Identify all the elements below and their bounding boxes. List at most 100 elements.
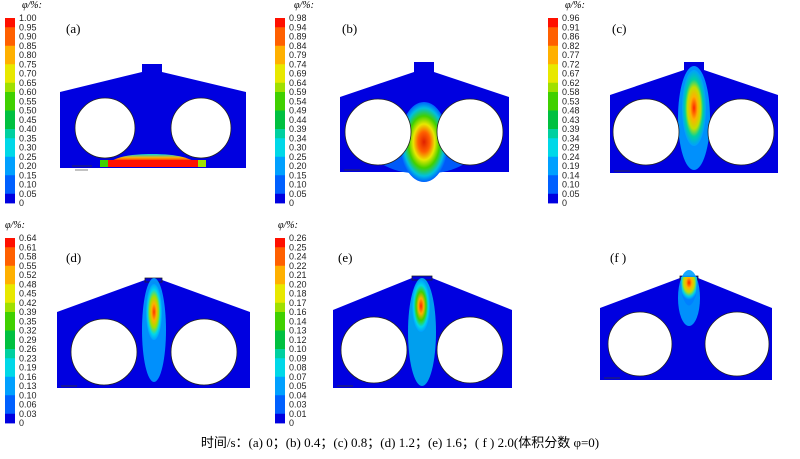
colorbar-tick-label: 0.25 (289, 242, 307, 252)
colorbar-segment (275, 184, 285, 195)
colorbar-segment (5, 119, 15, 130)
colorbar-tick-label: 0.12 (289, 335, 307, 345)
colorbar-segment (548, 18, 558, 28)
colorbar-tick-label: 0.98 (289, 13, 307, 23)
colorbar-tick-label: 0.16 (289, 307, 307, 317)
colorbar-segment (5, 330, 15, 341)
colorbar-tick-label: 0.61 (19, 242, 37, 252)
colorbar-tick-label: 0.85 (19, 41, 37, 51)
colorbar-tick-label: 0.52 (19, 270, 37, 280)
colorbar-tick-label: 0.10 (19, 180, 37, 190)
plume-c (682, 70, 706, 146)
colorbar-title-e: φ/%: (278, 220, 298, 231)
colorbar-segment (5, 284, 15, 294)
colorbar-e: 0.260.250.240.220.210.200.180.170.160.14… (275, 233, 307, 428)
panel-label-d: (d) (66, 250, 81, 265)
colorbar-segment (548, 45, 558, 56)
colorbar-segment (275, 110, 285, 121)
colorbar-tick-label: 0.54 (289, 96, 307, 106)
panel-label-a: (a) (66, 21, 80, 36)
colorbar-segment (5, 64, 15, 74)
colorbar-tick-label: 0.20 (289, 161, 307, 171)
colorbar-tick-label: 0.42 (19, 298, 37, 308)
colorbar-tick-label: 0.35 (19, 316, 37, 326)
colorbar-segment (548, 184, 558, 195)
colorbar-tick-label: 0.03 (289, 400, 307, 410)
colorbar-tick-label: 0.40 (19, 124, 37, 134)
colorbar-segment (275, 175, 285, 185)
plume-b (400, 102, 448, 182)
colorbar-segment (275, 166, 285, 176)
panel-label-c: (c) (612, 21, 626, 36)
colorbar-segment (5, 129, 15, 139)
colorbar-segment (5, 138, 15, 148)
colorbar-tick-label: 0.29 (19, 335, 37, 345)
colorbar-segment (5, 110, 15, 121)
colorbar-tick-label: 0.30 (289, 143, 307, 153)
colorbar-segment (5, 275, 15, 285)
colorbar-tick-label: 0.09 (289, 353, 307, 363)
colorbar-tick-label: 0.79 (289, 50, 307, 60)
colorbar-segment (5, 395, 15, 405)
colorbar-segment (5, 82, 15, 93)
colorbar-segment (275, 82, 285, 93)
colorbar-tick-label: 0.84 (289, 41, 307, 51)
colorbar-tick-label: 0.53 (562, 96, 580, 106)
colorbar-tick-label: 0.04 (289, 390, 307, 400)
colorbar-tick-label: 0.82 (562, 41, 580, 51)
colorbar-segment (548, 110, 558, 121)
colorbar-segment (275, 193, 285, 204)
colorbar-tick-label: 0.13 (19, 381, 37, 391)
colorbar-segment (5, 193, 15, 204)
colorbar-segment (275, 312, 285, 322)
colorbar-segment (5, 293, 15, 304)
colorbar-tick-label: 0.06 (19, 400, 37, 410)
colorbar-title-b: φ/%: (294, 0, 314, 11)
colorbar-title-c: φ/%: (565, 0, 585, 11)
colorbar-segment (548, 92, 558, 102)
colorbar-tick-label: 0.20 (289, 279, 307, 289)
colorbar-tick-label: 0.14 (562, 170, 580, 180)
colorbar-segment (5, 92, 15, 102)
colorbar-segment (548, 175, 558, 185)
domain-a (60, 64, 246, 171)
domain-c (610, 62, 778, 173)
colorbar-tick-label: 0.90 (19, 32, 37, 42)
colorbar-tick-label: 0.16 (19, 372, 37, 382)
colorbar-segment (5, 36, 15, 47)
colorbar-a: 1.000.950.900.850.800.750.700.650.600.55… (5, 13, 37, 208)
colorbar-tick-label: 0.13 (289, 326, 307, 336)
colorbar-tick-label: 0.39 (562, 124, 580, 134)
colorbar-segment (275, 119, 285, 130)
colorbar-segment (275, 238, 285, 248)
colorbar-tick-label: 0.24 (562, 152, 580, 162)
colorbar-tick-label: 0 (562, 198, 567, 208)
colorbar-segment (275, 404, 285, 415)
panel-label-b: (b) (342, 21, 357, 36)
panel-label-e: (e) (338, 250, 352, 265)
colorbar-tick-label: 0.65 (19, 78, 37, 88)
colorbar-tick-label: 1.00 (19, 13, 37, 23)
colorbar-tick-label: 0.44 (289, 115, 307, 125)
colorbar-segment (5, 404, 15, 415)
colorbar-tick-label: 0.15 (19, 170, 37, 180)
colorbar-tick-label: 0.10 (289, 344, 307, 354)
colorbar-tick-label: 0.32 (19, 326, 37, 336)
colorbar-tick-label: 0.03 (19, 409, 37, 419)
colorbar-tick-label: 0.23 (19, 353, 37, 363)
colorbar-segment (275, 256, 285, 267)
colorbar-tick-label: 0.48 (562, 106, 580, 116)
colorbar-segment (275, 302, 285, 313)
colorbar-tick-label: 0.18 (289, 289, 307, 299)
colorbar-tick-label: 0.19 (19, 363, 37, 373)
colorbar-tick-label: 0.64 (289, 78, 307, 88)
colorbar-tick-label: 0 (289, 418, 294, 428)
colorbar-tick-label: 0.48 (19, 279, 37, 289)
colorbar-tick-label: 0.74 (289, 59, 307, 69)
colorbar-segment (5, 166, 15, 176)
colorbar-tick-label: 0.10 (562, 180, 580, 190)
colorbar-segment (5, 27, 15, 37)
colorbar-segment (275, 92, 285, 102)
colorbar-segment (5, 101, 15, 111)
